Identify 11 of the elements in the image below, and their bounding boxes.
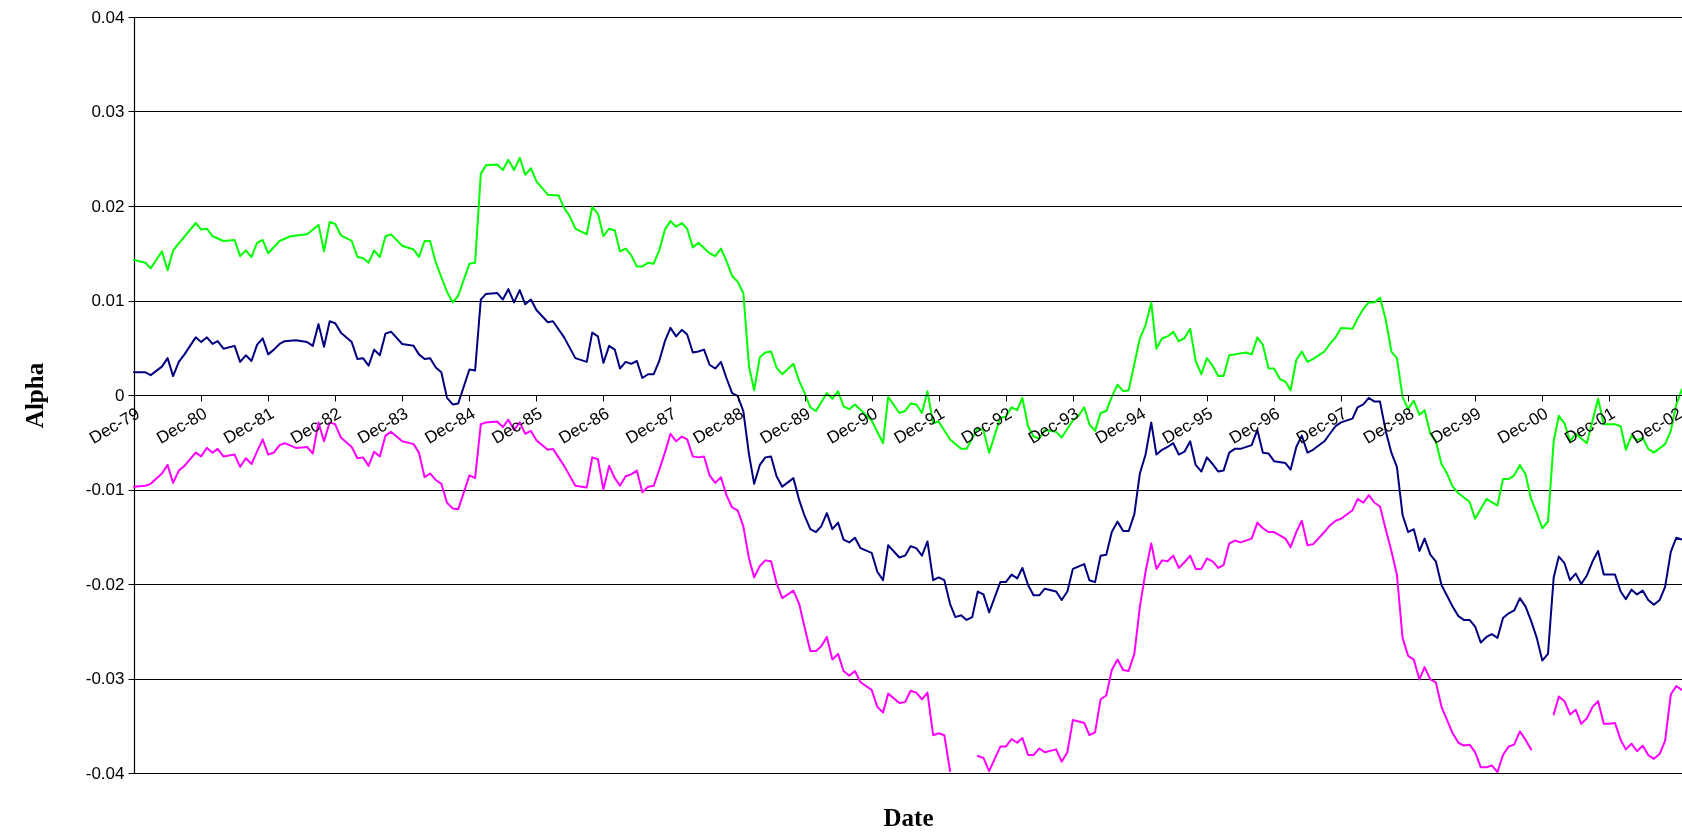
y-axis-title: Alpha (20, 362, 48, 429)
y-tick-label: -0.01 (85, 480, 125, 499)
y-tick-label: -0.03 (85, 669, 125, 688)
y-tick-label: -0.02 (85, 574, 125, 594)
y-tick-label: -0.04 (85, 763, 125, 783)
y-tick-label: 0.04 (91, 7, 125, 27)
y-tick-label: 0.03 (91, 102, 125, 121)
x-axis-title: Date (883, 803, 934, 831)
y-tick-label: 0 (115, 385, 125, 405)
y-tick-label: 0.02 (91, 196, 125, 216)
y-tick-label: 0.01 (91, 291, 125, 310)
